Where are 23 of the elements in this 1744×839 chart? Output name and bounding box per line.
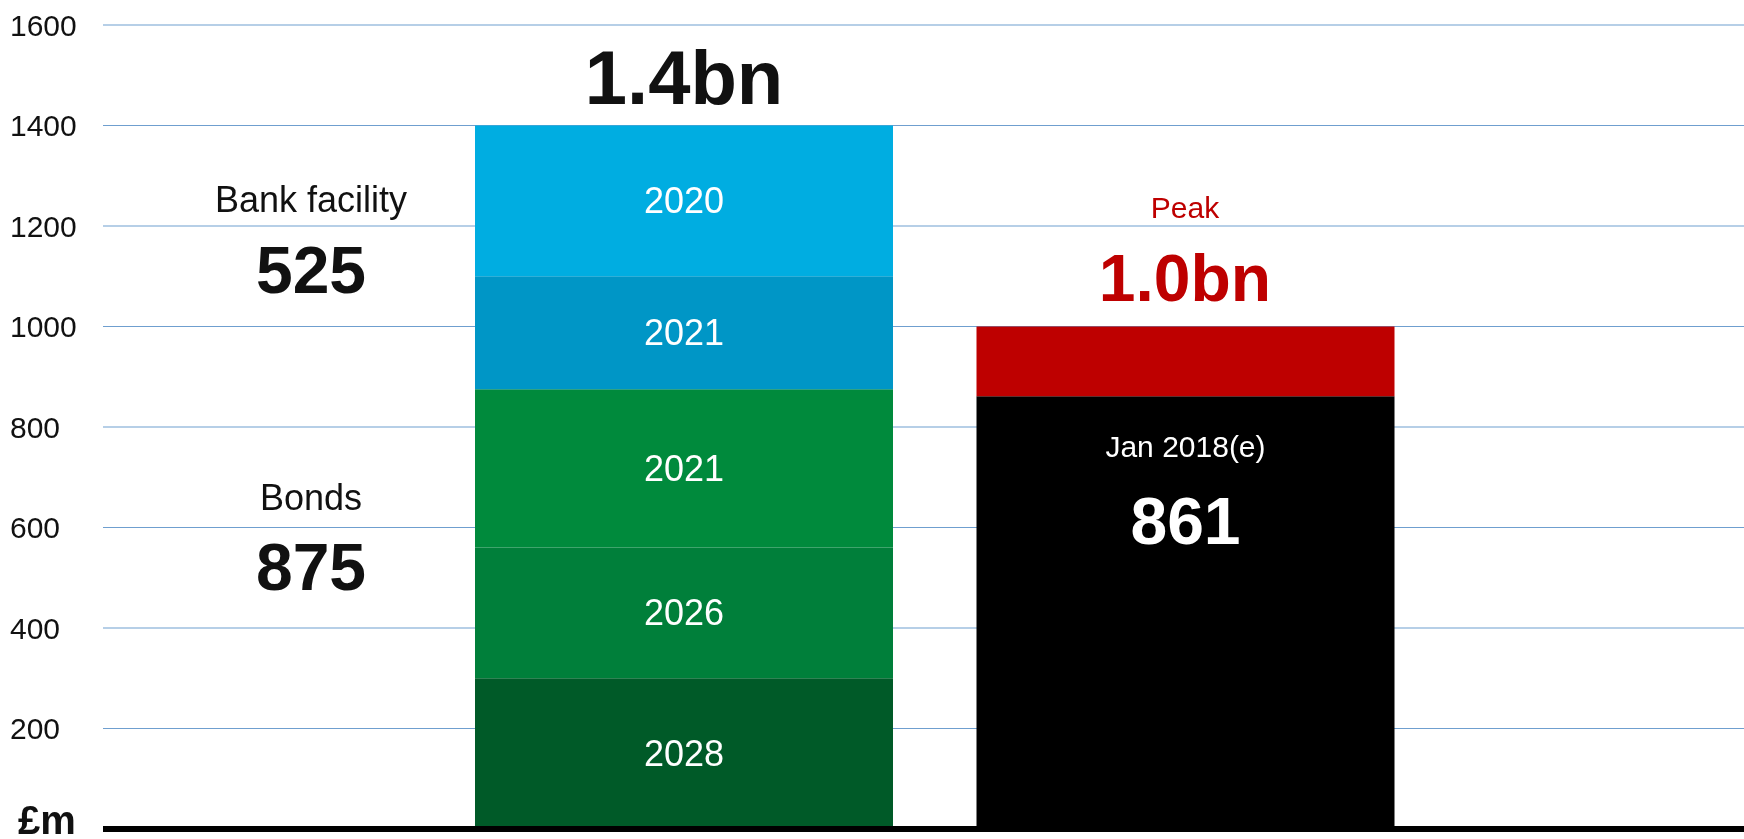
series-label: 2021 xyxy=(643,312,725,354)
y-tick-label: 1200 xyxy=(10,209,77,243)
y-tick-label: 200 xyxy=(10,712,61,746)
annotation: 1.4bn xyxy=(584,35,784,120)
annotation: 525 xyxy=(255,233,367,307)
y-tick-label: 1400 xyxy=(10,109,77,143)
y-tick-label: 1000 xyxy=(10,310,77,344)
data-label: 861 xyxy=(1130,484,1241,559)
series-label: 2028 xyxy=(643,733,725,775)
series-label: 2021 xyxy=(643,447,725,489)
annotation: Bank facility xyxy=(214,179,408,220)
annotation: Bonds xyxy=(259,477,363,518)
series-label: 2020 xyxy=(643,180,725,222)
y-tick-label: 1600 xyxy=(10,8,77,42)
y-axis-title: £m xyxy=(18,798,76,839)
series-label: Jan 2018(e) xyxy=(1105,429,1266,463)
annotation: Peak xyxy=(1150,191,1220,224)
series-label: 2026 xyxy=(643,592,725,634)
annotation: 875 xyxy=(255,530,367,604)
y-tick-label: 400 xyxy=(10,611,61,645)
annotation: 1.0bn xyxy=(1098,241,1272,315)
y-tick-label: 800 xyxy=(10,410,61,444)
y-tick-label: 600 xyxy=(10,511,61,545)
